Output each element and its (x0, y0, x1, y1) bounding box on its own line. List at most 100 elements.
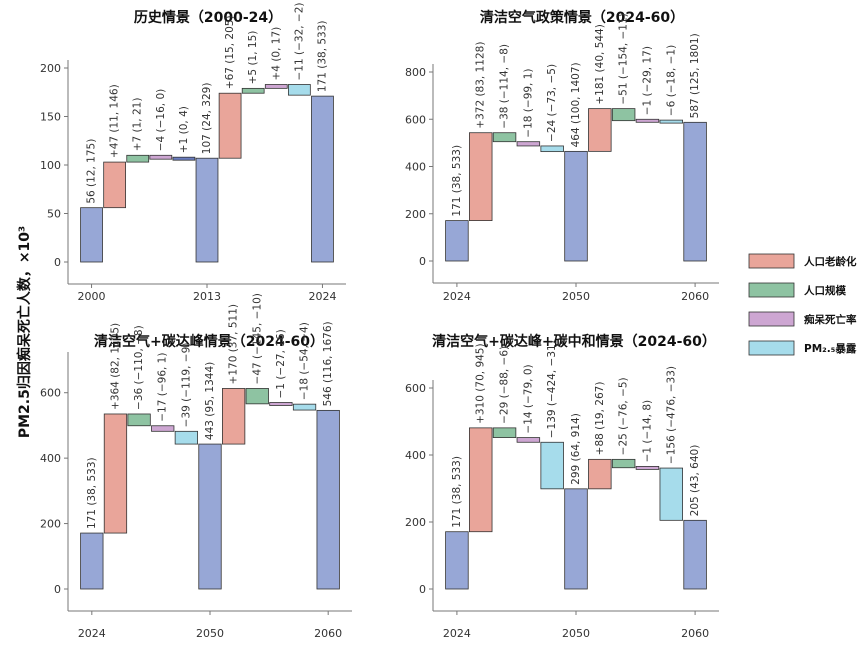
x-tick-label: 2024 (78, 627, 106, 640)
data-label: 171 (38, 533) (451, 456, 463, 528)
data-label: 299 (64, 914) (570, 413, 582, 485)
data-label: 171 (38, 533) (86, 457, 98, 529)
data-label: +5 (1, 15) (247, 31, 259, 85)
bar-pop (126, 154, 150, 163)
data-label: 56 (12, 175) (86, 139, 98, 204)
y-tick-label: 400 (405, 161, 426, 174)
bar-total_small (172, 156, 196, 161)
data-label: −29 (−88, −6) (499, 346, 511, 424)
data-label: −1 (−27, 16) (275, 329, 287, 398)
x-tick-label: 2060 (314, 627, 342, 640)
y-tick-label: 600 (405, 113, 426, 126)
data-label: −24 (−73, −5) (546, 64, 558, 142)
data-label: −11 (−32, −2) (293, 2, 305, 80)
data-label: +47 (11, 146) (109, 84, 121, 158)
data-label: +67 (15, 205) (224, 15, 236, 89)
y-tick-label: 400 (405, 449, 426, 462)
data-label: 587 (125, 1801) (689, 33, 701, 118)
bar-exp (287, 84, 311, 96)
chart-panel-4: 清洁空气+碳达峰+碳中和情景（2024-60） 0 200 400 600 2024 205… (405, 333, 719, 640)
data-label: +181 (40, 544) (594, 24, 606, 104)
y-tick-label: 200 (40, 518, 61, 531)
bar-total (445, 220, 469, 262)
legend-swatch-pop (748, 282, 795, 298)
data-label: +364 (82, 1105) (109, 323, 121, 410)
y-tick-label: 100 (40, 159, 61, 172)
x-tick-label: 2050 (562, 627, 590, 640)
bar-mort (151, 425, 175, 432)
data-label: −139 (−424, −31) (546, 340, 558, 438)
data-label: +4 (0, 17) (270, 27, 282, 81)
data-label: −25 (−76, −5) (618, 377, 630, 455)
bar-aging (588, 108, 612, 152)
bar-mort (516, 437, 541, 443)
y-tick-label: 600 (405, 382, 426, 395)
data-label: 546 (116, 1676) (322, 321, 334, 406)
data-label: 205 (43, 640) (689, 445, 701, 517)
legend-swatch-mort (748, 311, 795, 327)
x-tick-label: 2050 (562, 290, 590, 303)
bar-mort (635, 118, 660, 123)
bar-aging (222, 388, 246, 445)
bar-total (80, 532, 104, 590)
data-label: −14 (−79, 0) (522, 364, 534, 433)
chart-title: 清洁空气政策情景（2024-60） (480, 9, 684, 26)
data-label: −18 (−99, 1) (522, 68, 534, 137)
bar-pop (611, 458, 636, 469)
x-tick-label: 2050 (196, 627, 224, 640)
data-label: +170 (37, 511) (228, 304, 240, 384)
bar-exp (174, 430, 198, 445)
legend-label-aging: 人口老龄化 (804, 255, 857, 268)
legend-swatch-exp (748, 340, 795, 356)
bar-total (311, 95, 334, 263)
bar-mort (516, 141, 541, 147)
data-label: +310 (70, 945) (475, 343, 487, 423)
data-label: +7 (1, 21) (132, 98, 144, 152)
y-tick-label: 0 (419, 255, 426, 268)
bar-exp (540, 441, 564, 490)
bar-pop (241, 87, 265, 94)
x-tick-label: 2060 (681, 290, 709, 303)
bar-pop (611, 108, 636, 122)
y-tick-label: 50 (47, 208, 61, 221)
y-tick-label: 600 (40, 387, 61, 400)
data-label: −1 (−14, 8) (641, 400, 653, 463)
data-label: −39 (−119, −9) (180, 343, 192, 428)
legend-label-exp: PM₂.₅暴露 (804, 342, 857, 355)
x-tick-label: 2000 (78, 290, 106, 303)
chart-panel-1: 历史情景（2000-24） 0 50 100 150 200 2000 2013 2024 56 … (40, 2, 346, 303)
chart-panel-2: 清洁空气政策情景（2024-60） 0 200 400 600 800 2024 2050 20… (405, 9, 719, 303)
x-tick-label: 2024 (443, 290, 471, 303)
data-label: 107 (24, 329) (201, 83, 213, 155)
x-tick-label: 2013 (193, 290, 221, 303)
bar-aging (218, 92, 242, 159)
data-label: 171 (38, 533) (451, 145, 463, 217)
bar-exp (540, 145, 564, 153)
chart-panel-3: 清洁空气+碳达峰情景（2024-60） 0 200 400 600 2024 2050 206… (40, 293, 352, 640)
bar-pop (492, 427, 517, 438)
legend-label-pop: 人口规模 (804, 284, 846, 297)
data-label: +88 (19, 267) (594, 382, 606, 456)
data-label: +1 (0, 4) (178, 106, 190, 153)
chart-title: 清洁空气+碳达峰+碳中和情景（2024-60） (432, 333, 716, 350)
y-tick-label: 0 (54, 583, 61, 596)
data-label: −51 (−154, −11) (618, 13, 630, 104)
y-tick-label: 200 (40, 62, 61, 75)
legend-swatch-aging (748, 253, 795, 269)
y-tick-label: 200 (405, 516, 426, 529)
data-label: −47 (−145, −10) (251, 293, 263, 384)
y-tick-label: 0 (419, 583, 426, 596)
bar-aging (103, 161, 127, 209)
bar-total (445, 531, 469, 590)
bar-mort (635, 465, 660, 470)
y-tick-label: 200 (405, 208, 426, 221)
bar-total (683, 519, 707, 590)
data-label: −38 (−114, −8) (499, 44, 511, 129)
y-tick-label: 800 (405, 66, 426, 79)
data-label: +372 (83, 1128) (475, 42, 487, 129)
bar-exp (659, 119, 683, 124)
bar-total (80, 207, 103, 263)
data-label: −4 (−16, 0) (155, 89, 167, 152)
data-label: −18 (−54, −4) (299, 322, 311, 400)
